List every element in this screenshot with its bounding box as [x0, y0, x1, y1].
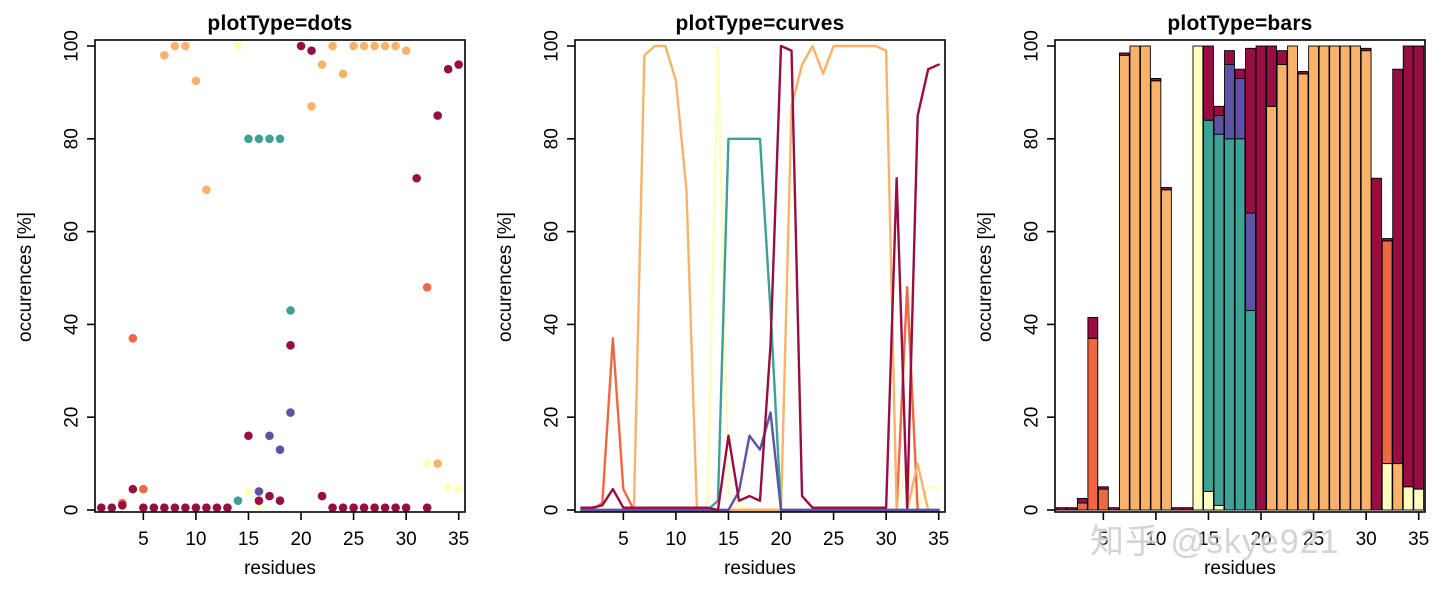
x-axis-label: residues	[724, 558, 796, 579]
chart-title-curves: plotType=curves	[675, 12, 845, 35]
svg-text:15: 15	[238, 529, 259, 550]
svg-text:20: 20	[62, 407, 83, 428]
x-axis-label: residues	[244, 558, 316, 579]
svg-text:20: 20	[1250, 529, 1271, 550]
svg-text:5: 5	[1098, 529, 1109, 550]
svg-text:25: 25	[343, 529, 364, 550]
svg-text:35: 35	[448, 529, 469, 550]
chart-title-dots: plotType=dots	[207, 12, 353, 35]
svg-text:30: 30	[1356, 529, 1377, 550]
panel-dots: plotType=dots occurences [%] 5 10 15 20 25 30…	[0, 0, 480, 598]
svg-text:5: 5	[138, 529, 149, 550]
svg-text:0: 0	[542, 505, 563, 516]
svg-text:80: 80	[542, 128, 563, 149]
svg-text:20: 20	[770, 529, 791, 550]
svg-text:40: 40	[1022, 314, 1043, 335]
chart-title-bars: plotType=bars	[1167, 12, 1313, 35]
svg-text:25: 25	[823, 529, 844, 550]
svg-text:25: 25	[1303, 529, 1324, 550]
svg-text:5: 5	[618, 529, 629, 550]
svg-text:30: 30	[876, 529, 897, 550]
curves-plot: 5 10 15 20 25 30 35 0 20 40 60 80 100	[542, 30, 950, 550]
bars-plot: 5 10 15 20 25 30 35 0 20 40 60 80 100	[1022, 30, 1430, 550]
svg-text:60: 60	[62, 221, 83, 242]
panel-bars: plotType=bars occurences [%] 5 10 15 20 25 30…	[960, 0, 1440, 598]
svg-text:10: 10	[185, 529, 206, 550]
svg-text:15: 15	[718, 529, 739, 550]
svg-text:35: 35	[928, 529, 949, 550]
dots-plot: 5 10 15 20 25 30 35 0 20 40 60 80 100	[62, 30, 470, 550]
svg-text:35: 35	[1408, 529, 1429, 550]
svg-text:60: 60	[1022, 221, 1043, 242]
x-axis-label: residues	[1204, 558, 1276, 579]
svg-text:80: 80	[62, 128, 83, 149]
svg-text:30: 30	[396, 529, 417, 550]
svg-text:40: 40	[542, 314, 563, 335]
svg-text:10: 10	[665, 529, 686, 550]
panel-curves: plotType=curves occurences [%] 5 10 15 20 25…	[480, 0, 960, 598]
svg-text:100: 100	[62, 30, 83, 62]
svg-text:0: 0	[62, 505, 83, 516]
svg-text:20: 20	[542, 407, 563, 428]
svg-text:10: 10	[1145, 529, 1166, 550]
svg-text:20: 20	[1022, 407, 1043, 428]
svg-text:20: 20	[290, 529, 311, 550]
watermark: 知乎 @skye921	[1090, 523, 1340, 561]
svg-text:0: 0	[1022, 505, 1043, 516]
svg-text:40: 40	[62, 314, 83, 335]
svg-text:100: 100	[1022, 30, 1043, 62]
svg-text:100: 100	[542, 30, 563, 62]
svg-text:80: 80	[1022, 128, 1043, 149]
svg-text:60: 60	[542, 221, 563, 242]
svg-text:15: 15	[1198, 529, 1219, 550]
